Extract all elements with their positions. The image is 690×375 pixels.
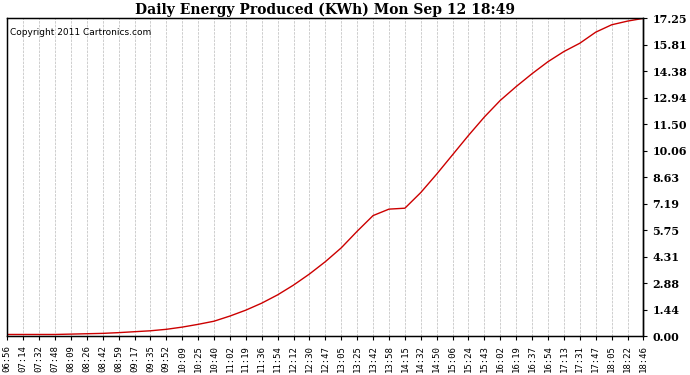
Title: Daily Energy Produced (KWh) Mon Sep 12 18:49: Daily Energy Produced (KWh) Mon Sep 12 1…	[135, 3, 515, 17]
Text: Copyright 2011 Cartronics.com: Copyright 2011 Cartronics.com	[10, 28, 152, 37]
